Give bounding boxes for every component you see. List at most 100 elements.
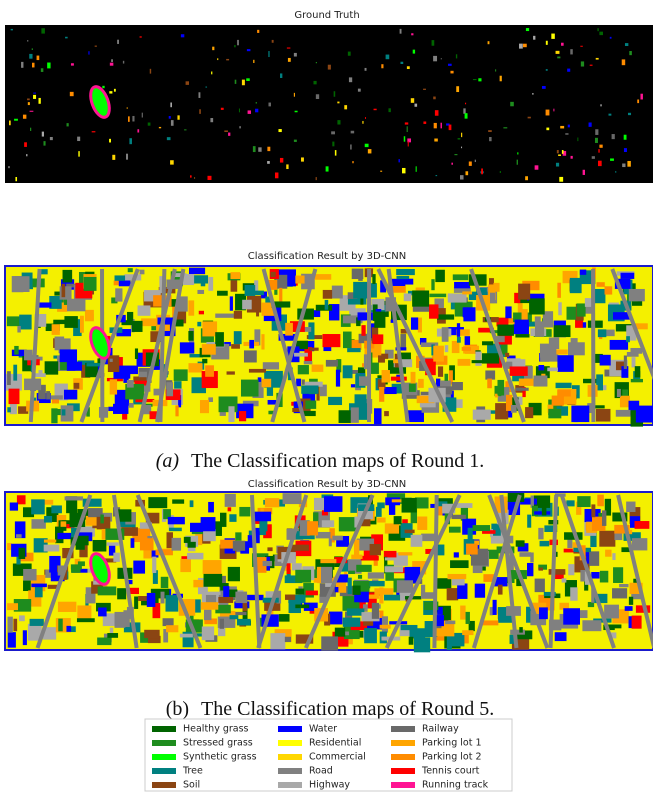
legend-label: Railway	[422, 724, 459, 735]
pixel	[629, 51, 632, 55]
region	[571, 406, 589, 422]
region	[613, 567, 623, 583]
region	[237, 619, 251, 626]
pixel	[551, 34, 555, 39]
legend-label: Synthetic grass	[183, 752, 257, 763]
region	[312, 365, 324, 372]
pixel	[267, 147, 270, 151]
region	[141, 318, 156, 326]
region	[625, 606, 633, 611]
region	[449, 527, 461, 533]
pixel	[253, 146, 256, 152]
pixel	[335, 150, 337, 156]
region	[227, 371, 235, 374]
figure-canvas: Ground Truth Classification Result by 3D…	[0, 0, 653, 795]
region	[335, 628, 345, 637]
region	[352, 586, 360, 595]
region	[202, 359, 207, 363]
region	[568, 564, 574, 575]
region	[632, 616, 642, 629]
region	[556, 383, 572, 388]
region	[19, 548, 26, 559]
pixel	[386, 55, 390, 60]
region	[201, 283, 206, 286]
pixel	[627, 161, 630, 167]
pixel	[294, 93, 295, 97]
pixel	[199, 109, 201, 114]
pixel	[580, 46, 582, 47]
region	[271, 272, 276, 277]
region	[538, 528, 543, 540]
pixel	[533, 36, 535, 40]
region	[115, 612, 126, 628]
pixel	[519, 44, 523, 49]
region	[58, 619, 62, 632]
region	[361, 325, 365, 336]
pixel	[414, 104, 417, 107]
region	[396, 276, 409, 279]
region	[244, 350, 257, 362]
region	[473, 525, 490, 531]
pixel	[478, 78, 481, 81]
pixel	[599, 145, 602, 148]
region	[241, 380, 259, 397]
region	[113, 404, 128, 414]
pixel	[368, 149, 372, 153]
region	[231, 344, 240, 349]
region	[217, 291, 228, 296]
region	[527, 563, 533, 576]
region	[204, 574, 223, 587]
region	[431, 279, 434, 290]
region	[372, 603, 379, 619]
pixel	[181, 34, 184, 37]
region	[55, 337, 65, 351]
pixel	[532, 93, 534, 94]
region	[400, 334, 406, 349]
region	[448, 574, 467, 579]
region	[188, 300, 194, 315]
region	[52, 399, 59, 403]
region	[215, 332, 224, 346]
region	[527, 515, 531, 528]
region	[202, 321, 217, 336]
pixel	[450, 71, 453, 74]
region	[296, 379, 301, 387]
pixel	[128, 116, 130, 121]
region	[568, 342, 585, 355]
region	[329, 612, 343, 625]
pixel	[460, 175, 464, 179]
region	[405, 530, 415, 533]
pixel	[77, 137, 80, 141]
region	[219, 396, 238, 412]
pixel	[27, 40, 28, 41]
region	[433, 346, 444, 362]
region	[599, 531, 615, 547]
region	[129, 403, 134, 408]
region	[597, 495, 604, 507]
pixel	[568, 125, 570, 128]
region	[64, 390, 77, 400]
region	[230, 272, 240, 279]
region	[511, 405, 517, 413]
pixel	[495, 69, 496, 71]
region	[166, 625, 178, 632]
region	[316, 305, 332, 311]
figure: Ground Truth Classification Result by 3D…	[0, 0, 653, 795]
region	[414, 637, 430, 652]
region	[624, 356, 627, 369]
pixel	[228, 133, 230, 136]
region	[110, 379, 117, 394]
region	[328, 397, 342, 405]
pixel	[577, 138, 578, 142]
region	[626, 336, 630, 342]
region	[44, 545, 60, 552]
region	[463, 307, 476, 317]
region	[265, 498, 279, 507]
region	[113, 553, 119, 562]
region	[580, 270, 586, 275]
pixel	[608, 114, 611, 116]
region	[127, 312, 133, 321]
pixel	[553, 109, 554, 112]
region	[566, 500, 574, 506]
pixel	[423, 121, 426, 123]
